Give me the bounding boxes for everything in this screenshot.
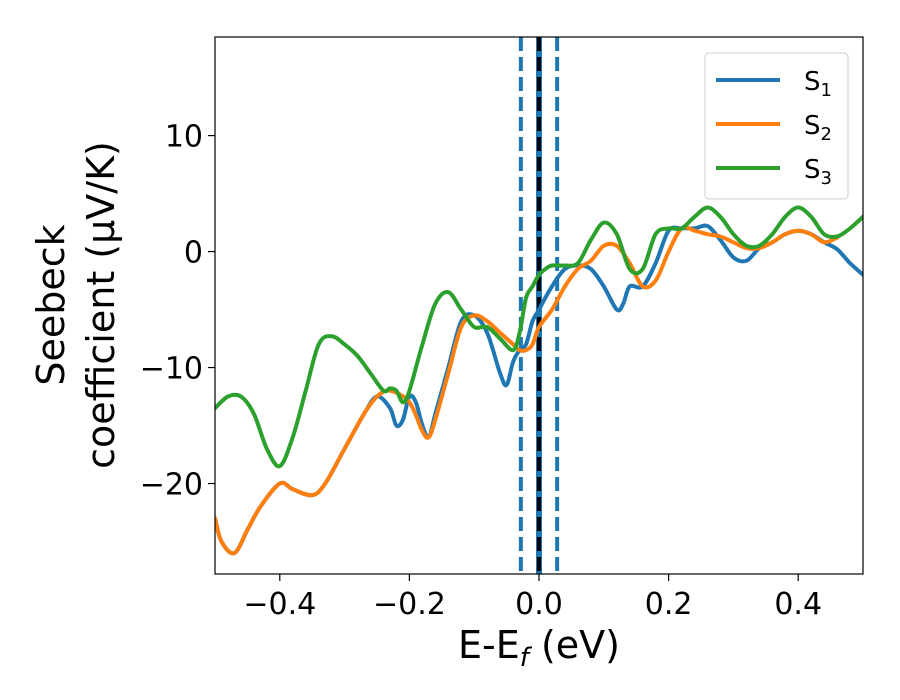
x-axis-title: E-Ef (eV) [458, 623, 620, 673]
x-tick-label: −0.2 [373, 587, 446, 622]
legend: S1 S2 S3 [704, 52, 849, 200]
x-tick-label: 0.0 [515, 587, 563, 622]
x-axis-title-unit: (eV) [529, 623, 620, 667]
series-lines [215, 205, 863, 556]
series-line-S3 [215, 205, 863, 469]
series-line-S2 [215, 225, 840, 556]
y-tick-label: −20 [140, 468, 203, 503]
y-tick-label: 10 [165, 120, 203, 155]
x-tick-label: 0.2 [645, 587, 693, 622]
y-axis-title-line2: coefficient (μV/K) [79, 141, 123, 469]
y-axis-title: Seebeck coefficient (μV/K) [29, 141, 123, 469]
x-tick-label: −0.4 [243, 587, 316, 622]
legend-label-S1: S1 [804, 67, 832, 101]
axis-ticks: −0.4 −0.2 0.0 0.2 0.4 −20 −10 0 10 [140, 120, 822, 622]
x-tick-label: 0.4 [774, 587, 822, 622]
legend-label-S2: S2 [804, 111, 832, 145]
legend-label-S3: S3 [804, 155, 832, 189]
y-tick-label: 0 [184, 236, 203, 271]
y-tick-label: −10 [140, 352, 203, 387]
y-axis-title-line1: Seebeck [29, 224, 73, 385]
x-axis-title-main: E-E [458, 623, 520, 667]
